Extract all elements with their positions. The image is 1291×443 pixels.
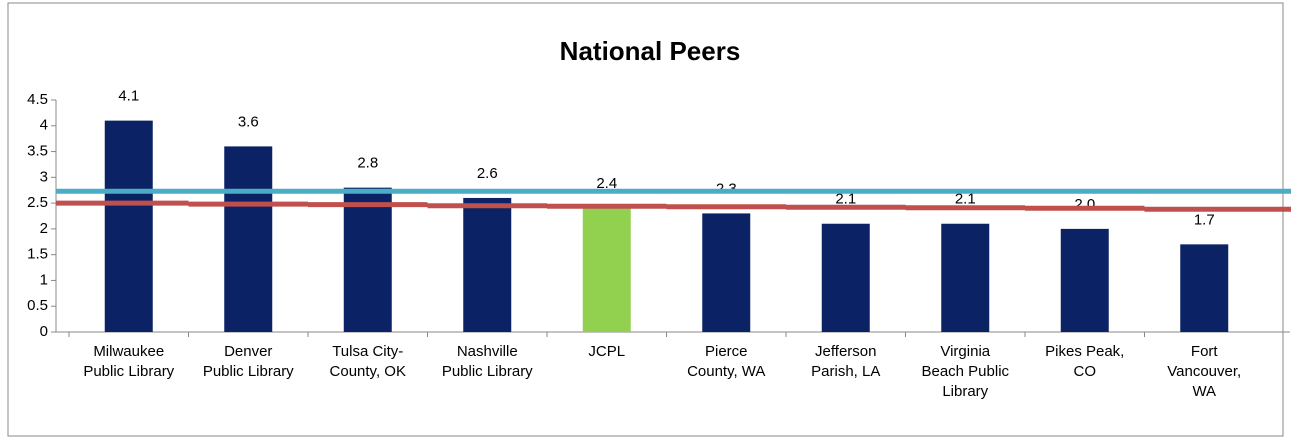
y-tick-label: 2 <box>40 220 48 237</box>
bar <box>582 208 631 332</box>
x-tick-label: Milwaukee <box>93 343 164 360</box>
y-tick-label: 4 <box>40 117 48 134</box>
value-label: 4.1 <box>118 88 139 105</box>
bar <box>463 197 512 332</box>
x-tick-label: Fort <box>1191 343 1219 360</box>
bar <box>821 223 870 332</box>
x-tick-label: Jefferson <box>815 343 876 360</box>
x-tick-label: Beach Public <box>921 363 1009 380</box>
y-tick-label: 1.5 <box>27 246 48 263</box>
x-tick-label: Tulsa City- <box>332 343 403 360</box>
x-tick-label: Pikes Peak, <box>1045 343 1124 360</box>
chart-title: National Peers <box>560 36 741 66</box>
value-label: 2.6 <box>477 165 498 182</box>
x-tick-label: Library <box>942 383 988 400</box>
x-tick-label: Denver <box>224 343 272 360</box>
value-label: 1.7 <box>1194 211 1215 228</box>
x-tick-label: Pierce <box>705 343 748 360</box>
bar <box>224 146 273 332</box>
bar <box>941 223 990 332</box>
bar <box>1180 244 1229 332</box>
bar <box>1060 228 1109 332</box>
value-label: 3.6 <box>238 113 259 130</box>
x-tick-label: Nashville <box>457 343 518 360</box>
y-tick-label: 1 <box>40 271 48 288</box>
bar <box>104 120 153 332</box>
y-tick-label: 2.5 <box>27 194 48 211</box>
x-tick-label: JCPL <box>588 343 625 360</box>
x-tick-label: Parish, LA <box>811 363 880 380</box>
y-tick-label: 3.5 <box>27 143 48 160</box>
x-tick-label: County, OK <box>330 363 406 380</box>
value-label: 2.8 <box>357 155 378 172</box>
bar <box>343 187 392 332</box>
x-tick-label: Vancouver, <box>1167 363 1241 380</box>
y-tick-label: 4.5 <box>27 91 48 108</box>
x-tick-label: Virginia <box>940 343 990 360</box>
x-tick-label: CO <box>1074 363 1097 380</box>
x-tick-label: County, WA <box>687 363 765 380</box>
chart-border <box>7 2 1284 437</box>
y-tick-label: 0.5 <box>27 297 48 314</box>
value-label: 2.1 <box>955 191 976 208</box>
value-label: 2.1 <box>835 191 856 208</box>
x-tick-label: WA <box>1192 383 1216 400</box>
y-tick-label: 0 <box>40 323 48 340</box>
y-tick-label: 3 <box>40 168 48 185</box>
bar <box>702 213 751 332</box>
x-tick-label: Public Library <box>442 363 533 380</box>
value-label: 2.4 <box>596 175 617 192</box>
x-tick-label: Public Library <box>83 363 174 380</box>
x-tick-label: Public Library <box>203 363 294 380</box>
